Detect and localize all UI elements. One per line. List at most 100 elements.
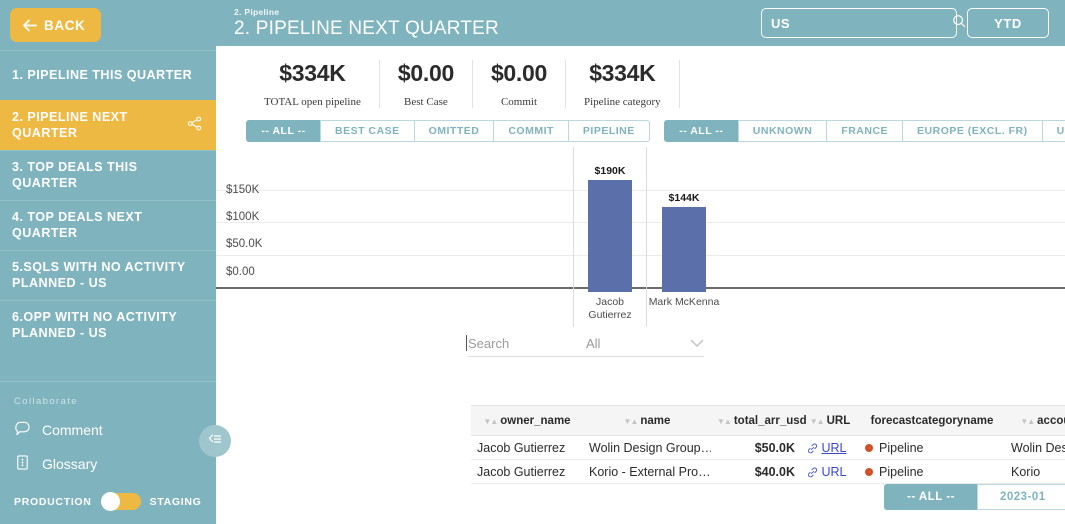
tab-month-2023-01[interactable]: 2023-01 bbox=[976, 484, 1065, 510]
tab-region-europe[interactable]: EUROPE (EXCL. FR) bbox=[902, 120, 1042, 142]
sidebar-item-comment[interactable]: Comment bbox=[0, 413, 216, 447]
gridline-100k bbox=[216, 222, 1065, 223]
col-header-forecastcategoryname[interactable]: forecastcategoryname bbox=[859, 405, 1005, 436]
tab-region-all[interactable]: -- ALL -- bbox=[663, 120, 738, 142]
y-tick-label: $100K bbox=[226, 211, 260, 223]
global-search[interactable] bbox=[761, 8, 966, 38]
tab-forecast-all[interactable]: -- ALL -- bbox=[246, 120, 320, 142]
period-label: YTD bbox=[994, 15, 1022, 31]
environment-toggle[interactable]: PRODUCTION STAGING bbox=[0, 481, 216, 524]
cell-account-name: Korio bbox=[1005, 459, 1065, 484]
bar-value-label: $144K bbox=[668, 192, 700, 204]
table-controls: Search All bbox=[216, 292, 1065, 357]
tab-region-france[interactable]: FRANCE bbox=[826, 120, 903, 142]
sidebar-item-top-deals-next-quarter[interactable]: 4. TOP DEALS NEXT QUARTER bbox=[0, 200, 216, 250]
x-axis-label-mark-mckenna: Mark McKenna bbox=[648, 296, 720, 308]
bar-column-mark-mckenna[interactable]: $144K Mark McKenna bbox=[647, 157, 721, 308]
cell-name: Wolin Design Group… bbox=[583, 435, 711, 460]
top-bar: 2. Pipeline 2. PIPELINE NEXT QUARTER YTD bbox=[216, 0, 1065, 46]
cell-url[interactable]: URL bbox=[801, 459, 859, 484]
bar-jacob-gutierrez[interactable] bbox=[588, 180, 632, 292]
col-header-name[interactable]: ▼▲ name bbox=[583, 405, 711, 436]
url-link[interactable]: URL bbox=[821, 464, 847, 479]
search-icon[interactable] bbox=[952, 14, 966, 33]
table-filter-select[interactable]: All bbox=[586, 336, 704, 357]
bar-column-jacob-gutierrez[interactable]: $190K Jacob Gutierrez bbox=[573, 157, 647, 321]
sort-icon[interactable]: ▼▲ bbox=[717, 416, 732, 426]
sidebar-item-label: 1. PIPELINE THIS QUARTER bbox=[12, 67, 193, 82]
forecast-category-label: Pipeline bbox=[879, 464, 924, 479]
col-label: owner_name bbox=[500, 414, 571, 427]
cell-name: Korio - External Pro… bbox=[583, 459, 711, 484]
back-button[interactable]: BACK bbox=[10, 8, 102, 42]
col-header-account-name[interactable]: ▼▲account_name bbox=[1005, 405, 1065, 436]
col-header-total-arr-usd[interactable]: ▼▲ total_arr_usd bbox=[711, 405, 807, 436]
collapse-chevron-icon bbox=[207, 432, 223, 451]
tab-forecast-omitted[interactable]: OMITTED bbox=[413, 120, 494, 142]
col-label: URL bbox=[826, 414, 851, 427]
sidebar-item-label: 3. TOP DEALS THIS QUARTER bbox=[12, 159, 138, 190]
col-header-owner-name[interactable]: ▼▲ owner_name bbox=[471, 405, 583, 436]
kpi-commit: $0.00 Commit bbox=[473, 60, 566, 108]
sidebar-collapse-button[interactable] bbox=[199, 425, 231, 457]
sidebar-divider bbox=[0, 381, 216, 382]
month-tabgroup: -- ALL -- 2023-01 2023-02 2023-03 bbox=[884, 484, 1065, 510]
sidebar-item-label: Glossary bbox=[42, 456, 98, 472]
bar-mark-mckenna[interactable] bbox=[662, 207, 706, 292]
month-tabs: -- ALL -- 2023-01 2023-02 2023-03 bbox=[884, 484, 1065, 510]
cell-url[interactable]: URL bbox=[801, 435, 859, 460]
sort-icon[interactable]: ▼▲ bbox=[483, 416, 498, 426]
chart-x-axis bbox=[216, 287, 1065, 289]
table-row[interactable]: Jacob Gutierrez Wolin Design Group… $50.… bbox=[471, 435, 1065, 460]
y-tick-label: $150K bbox=[226, 184, 260, 196]
kpi-value: $334K bbox=[279, 60, 346, 86]
sidebar-item-top-deals-this-quarter[interactable]: 3. TOP DEALS THIS QUARTER bbox=[0, 150, 216, 200]
sidebar-item-label: 4. TOP DEALS NEXT QUARTER bbox=[12, 209, 143, 240]
x-axis-label-jacob-gutierrez: Jacob Gutierrez bbox=[588, 296, 632, 322]
cell-forecastcategoryname: Pipeline bbox=[859, 435, 1005, 460]
arrow-left-icon bbox=[22, 19, 37, 32]
sidebar-item-pipeline-this-quarter[interactable]: 1. PIPELINE THIS QUARTER bbox=[0, 50, 216, 100]
col-label: forecastcategoryname bbox=[870, 414, 994, 427]
kpi-row: $334K TOTAL open pipeline $0.00 Best Cas… bbox=[216, 46, 1065, 114]
sidebar-item-glossary[interactable]: Glossary bbox=[0, 447, 216, 481]
sort-icon[interactable]: ▼▲ bbox=[809, 416, 825, 426]
tab-region-us[interactable]: US bbox=[1041, 120, 1065, 142]
tab-forecast-pipeline[interactable]: PIPELINE bbox=[567, 120, 650, 142]
table-filter-value: All bbox=[586, 336, 601, 351]
link-icon bbox=[807, 441, 821, 455]
collaborate-heading: Collaborate bbox=[14, 396, 78, 407]
environment-label-production: PRODUCTION bbox=[14, 495, 92, 508]
opportunities-table: ▼▲ owner_name ▼▲ name ▼▲ total_arr_usd ▼▲ UR… bbox=[471, 405, 1065, 484]
sort-icon[interactable]: ▼▲ bbox=[623, 416, 639, 426]
sidebar-item-pipeline-next-quarter[interactable]: 2. PIPELINE NEXT QUARTER bbox=[0, 100, 216, 150]
table-row[interactable]: Jacob Gutierrez Korio - External Pro… $4… bbox=[471, 459, 1065, 484]
search-input[interactable] bbox=[771, 15, 946, 31]
cell-account-name: Wolin Design Group bbox=[1005, 435, 1065, 460]
period-selector[interactable]: YTD bbox=[967, 8, 1049, 38]
table-search-input[interactable]: Search bbox=[466, 335, 586, 357]
sort-icon[interactable]: ▼▲ bbox=[1020, 416, 1035, 426]
sidebar-item-sqls-no-activity[interactable]: 5.SQLS WITH NO ACTIVITY PLANNED - US bbox=[0, 250, 216, 300]
kpi-value: $0.00 bbox=[397, 60, 454, 86]
sidebar-item-label: 2. PIPELINE NEXT QUARTER bbox=[12, 109, 128, 140]
breadcrumb: 2. Pipeline bbox=[234, 6, 280, 17]
tab-forecast-best-case[interactable]: BEST CASE bbox=[320, 120, 414, 142]
back-row: BACK bbox=[0, 0, 216, 46]
tab-forecast-commit[interactable]: COMMIT bbox=[493, 120, 568, 142]
y-tick-label: $50.0K bbox=[226, 238, 263, 250]
tab-region-unknown[interactable]: UNKNOWN bbox=[737, 120, 827, 142]
text-caret bbox=[466, 335, 467, 351]
cell-owner-name: Jacob Gutierrez bbox=[471, 435, 583, 460]
tab-month-all[interactable]: -- ALL -- bbox=[884, 484, 977, 510]
table-header-row: ▼▲ owner_name ▼▲ name ▼▲ total_arr_usd ▼▲ UR… bbox=[471, 405, 1065, 436]
chevron-down-icon bbox=[690, 336, 704, 351]
url-link[interactable]: URL bbox=[821, 440, 847, 455]
environment-switch[interactable] bbox=[100, 492, 141, 511]
link-icon bbox=[807, 465, 821, 479]
title-block: 2. Pipeline 2. PIPELINE NEXT QUARTER bbox=[234, 7, 761, 40]
col-header-url[interactable]: ▼▲ URL bbox=[801, 405, 859, 436]
share-icon[interactable] bbox=[187, 116, 202, 136]
sidebar-item-opp-no-activity[interactable]: 6.OPP WITH NO ACTIVITY PLANNED - US bbox=[0, 300, 216, 350]
comment-icon bbox=[14, 420, 31, 440]
